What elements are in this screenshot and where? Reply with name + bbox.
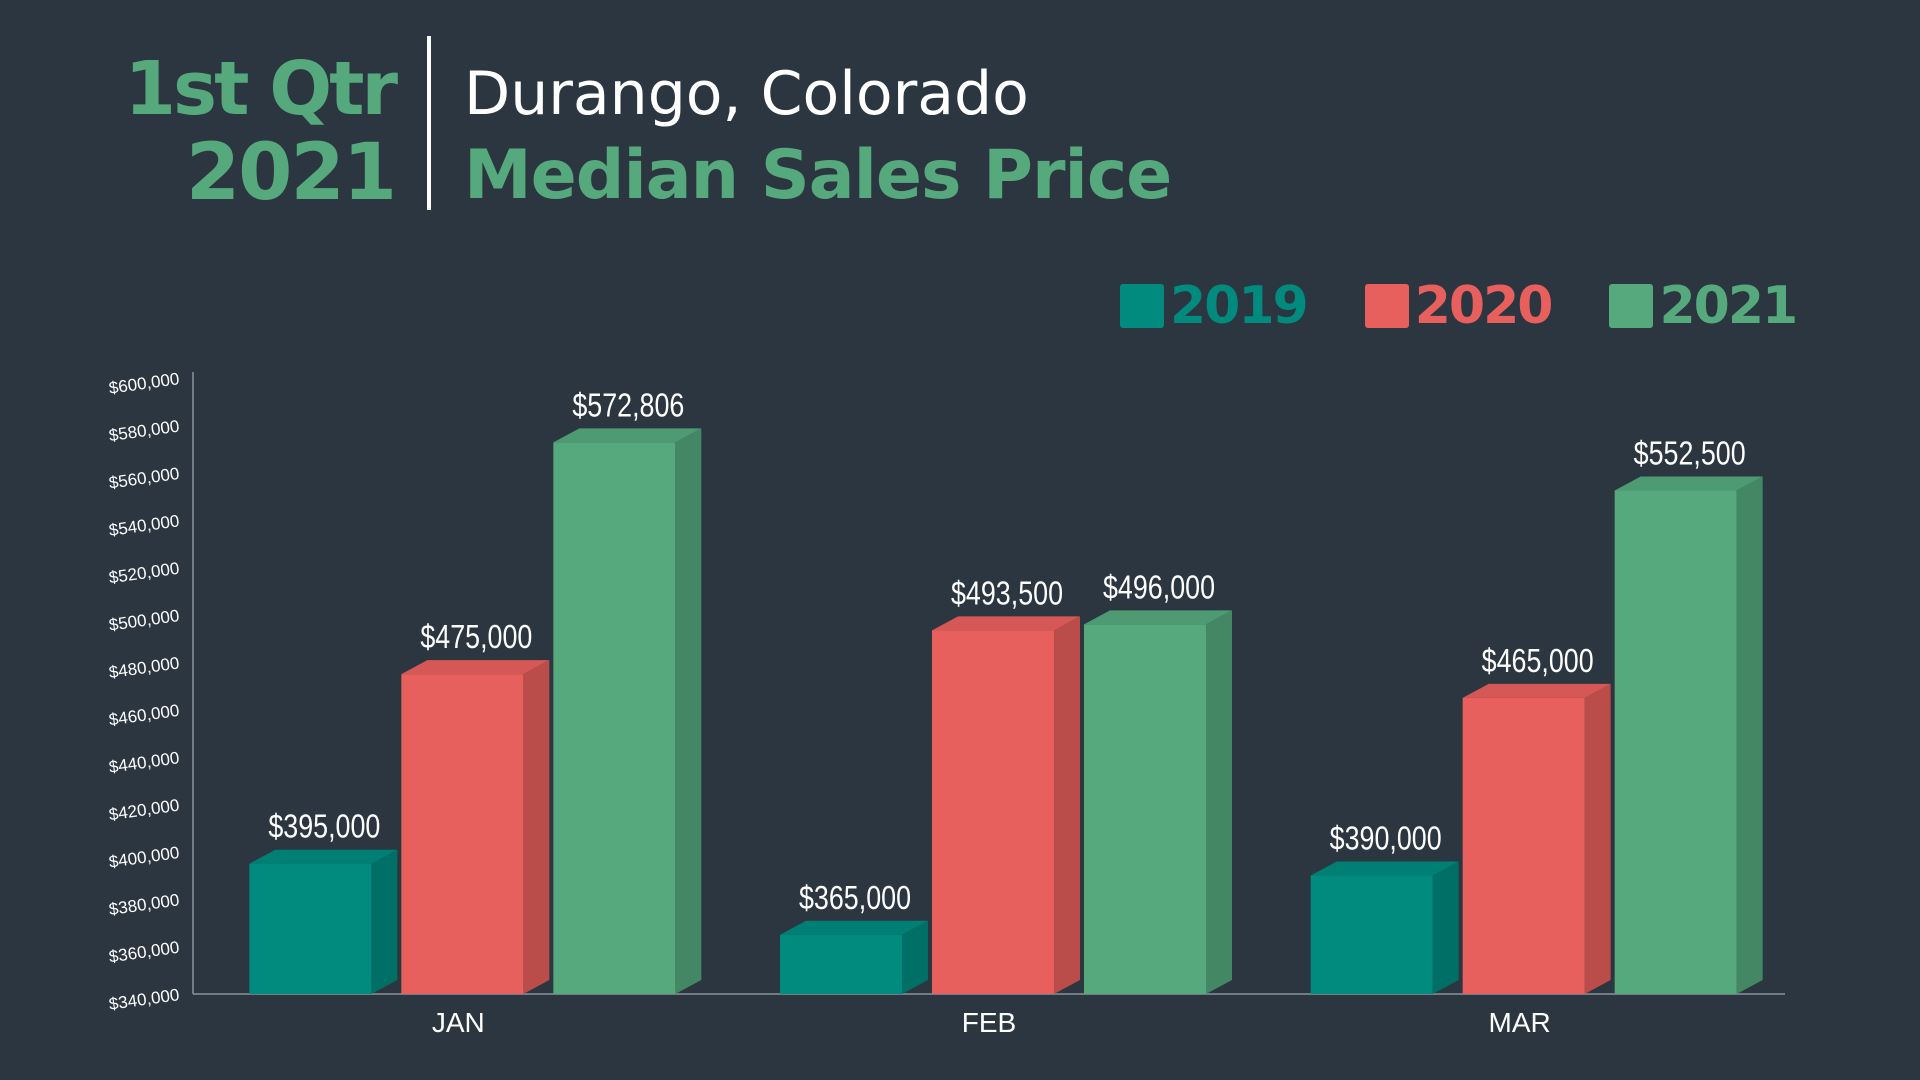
legend-item-2020: 2020 xyxy=(1364,276,1554,336)
bar-top xyxy=(553,428,702,443)
quarter-label: 1st Qtr xyxy=(124,46,398,132)
y-tick-label: $560,000 xyxy=(108,464,181,493)
bar-front xyxy=(1614,490,1737,994)
y-tick-label: $440,000 xyxy=(108,748,181,777)
y-tick-label: $580,000 xyxy=(108,417,181,446)
title-block: Durango, Colorado Median Sales Price xyxy=(464,59,1172,215)
y-tick-label: $360,000 xyxy=(108,938,181,967)
bar-front xyxy=(1310,875,1433,994)
bar-front xyxy=(553,442,676,995)
legend-label-2019: 2019 xyxy=(1170,276,1309,336)
bar-top xyxy=(1084,610,1232,625)
quarter-heading: 1st Qtr 2021 xyxy=(124,46,398,218)
bar-front xyxy=(1462,697,1585,994)
data-label: $475,000 xyxy=(420,618,532,655)
data-label: $496,000 xyxy=(1103,568,1215,605)
y-tick-label: $420,000 xyxy=(108,796,181,825)
header-divider xyxy=(427,36,431,210)
y-tick-label: $340,000 xyxy=(108,985,181,1014)
bar-top xyxy=(249,849,398,864)
bar-top xyxy=(1614,476,1763,491)
bar-side xyxy=(1432,861,1459,994)
y-tick-label: $480,000 xyxy=(108,653,181,682)
bar-front xyxy=(1084,624,1206,994)
bar-top xyxy=(1462,683,1611,698)
data-label: $493,500 xyxy=(951,574,1063,611)
bar-side xyxy=(902,920,928,994)
x-tick-label: FEB xyxy=(962,1007,1016,1038)
bar-front xyxy=(401,674,524,994)
bar-side xyxy=(1054,616,1080,994)
bar-top xyxy=(1310,861,1459,876)
y-tick-label: $600,000 xyxy=(108,369,181,398)
data-label: $365,000 xyxy=(799,879,911,916)
legend-swatch-2021 xyxy=(1609,284,1654,328)
bar-jan-2019 xyxy=(249,849,398,994)
bar-side xyxy=(1736,476,1763,994)
legend-swatch-2019 xyxy=(1120,284,1164,328)
bar-mar-2021 xyxy=(1614,476,1763,994)
legend-item-2019: 2019 xyxy=(1120,276,1309,336)
bar-front xyxy=(780,934,902,994)
legend-label-2021: 2021 xyxy=(1659,276,1798,336)
y-tick-label: $460,000 xyxy=(108,701,181,730)
x-tick-label: MAR xyxy=(1489,1007,1551,1038)
location-label: Durango, Colorado xyxy=(464,59,1029,129)
bar-jan-2020 xyxy=(401,660,550,994)
bar-mar-2020 xyxy=(1462,683,1611,994)
bar-feb-2019 xyxy=(780,920,928,994)
y-tick-label: $540,000 xyxy=(108,511,181,540)
bar-side xyxy=(1206,610,1232,994)
chart-legend: 2019 2020 2021 xyxy=(1120,276,1798,336)
data-label: $390,000 xyxy=(1330,820,1442,857)
x-tick-label: JAN xyxy=(432,1007,485,1038)
data-label: $552,500 xyxy=(1634,435,1746,472)
y-tick-label: $400,000 xyxy=(108,843,181,872)
bar-feb-2020 xyxy=(932,616,1080,994)
bar-jan-2021 xyxy=(553,428,702,995)
data-label: $572,806 xyxy=(572,386,684,423)
bar-side xyxy=(523,660,550,994)
y-tick-label: $500,000 xyxy=(108,606,181,635)
bar-side xyxy=(675,428,702,995)
bar-side xyxy=(371,849,398,994)
y-tick-label: $380,000 xyxy=(108,890,181,919)
bar-top xyxy=(932,616,1080,631)
legend-item-2021: 2021 xyxy=(1609,276,1798,336)
bar-feb-2021 xyxy=(1084,610,1232,994)
bar-front xyxy=(932,630,1054,994)
bar-top xyxy=(780,920,928,935)
bar-top xyxy=(401,660,550,675)
chart-title: Median Sales Price xyxy=(464,136,1172,215)
data-label: $395,000 xyxy=(268,808,380,845)
legend-swatch-2020 xyxy=(1364,284,1409,328)
year-label: 2021 xyxy=(185,128,397,218)
bar-front xyxy=(249,863,372,994)
bar-side xyxy=(1584,683,1611,994)
y-tick-label: $520,000 xyxy=(108,559,181,588)
data-label: $465,000 xyxy=(1482,642,1594,679)
bar-mar-2019 xyxy=(1310,861,1459,994)
legend-label-2020: 2020 xyxy=(1414,276,1554,336)
